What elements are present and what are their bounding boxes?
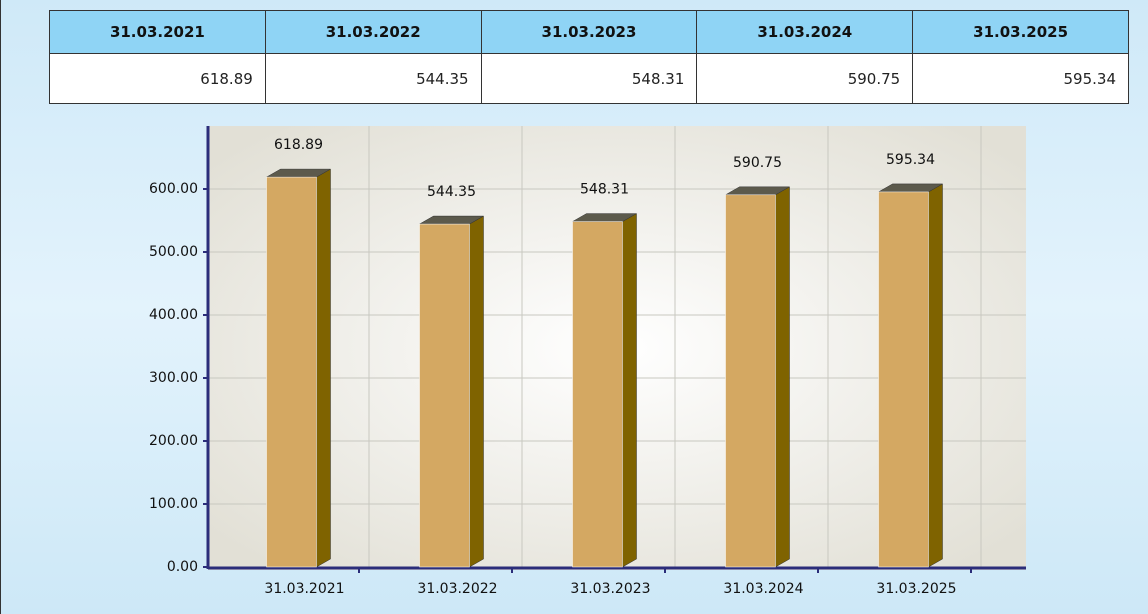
data-label: 548.31	[580, 182, 629, 198]
bar-side	[928, 183, 943, 568]
y-tick-label: 200.00	[149, 433, 198, 449]
x-tick-label: 31.03.2021	[264, 581, 344, 597]
cell: 548.31	[480, 53, 698, 104]
bar-side	[469, 215, 484, 568]
y-tick-label: 600.00	[149, 181, 198, 197]
y-tick-label: 100.00	[149, 496, 198, 512]
y-tick-label: 0.00	[167, 559, 198, 575]
data-label: 595.34	[886, 152, 935, 168]
bar-side	[316, 168, 331, 568]
x-tick-label: 31.03.2022	[417, 581, 497, 597]
header-row: 31.03.2021 31.03.2022 31.03.2023 31.03.2…	[49, 10, 1129, 54]
data-table: 31.03.2021 31.03.2022 31.03.2023 31.03.2…	[49, 10, 1129, 104]
bar-side	[775, 186, 790, 568]
y-tick-label: 300.00	[149, 370, 198, 386]
bar-side	[622, 213, 637, 568]
cell: 618.89	[49, 53, 266, 104]
data-label: 590.75	[733, 155, 782, 171]
cell: 595.34	[912, 53, 1129, 104]
cell: 544.35	[264, 53, 482, 104]
data-row: 618.89 544.35 548.31 590.75 595.34	[49, 53, 1129, 104]
bar	[266, 176, 317, 568]
bar	[419, 223, 470, 568]
bar	[572, 221, 623, 568]
y-tick-label: 500.00	[149, 244, 198, 260]
y-tick-label: 400.00	[149, 307, 198, 323]
header-cell: 31.03.2021	[49, 10, 266, 54]
bar	[878, 191, 929, 568]
header-cell: 31.03.2025	[912, 10, 1129, 54]
x-tick-label: 31.03.2024	[723, 581, 803, 597]
data-label: 544.35	[427, 184, 476, 200]
x-tick-label: 31.03.2025	[876, 581, 956, 597]
x-tick-label: 31.03.2023	[570, 581, 650, 597]
header-cell: 31.03.2024	[696, 10, 914, 54]
cell: 590.75	[696, 53, 914, 104]
data-label: 618.89	[274, 137, 323, 153]
bar	[725, 194, 776, 568]
